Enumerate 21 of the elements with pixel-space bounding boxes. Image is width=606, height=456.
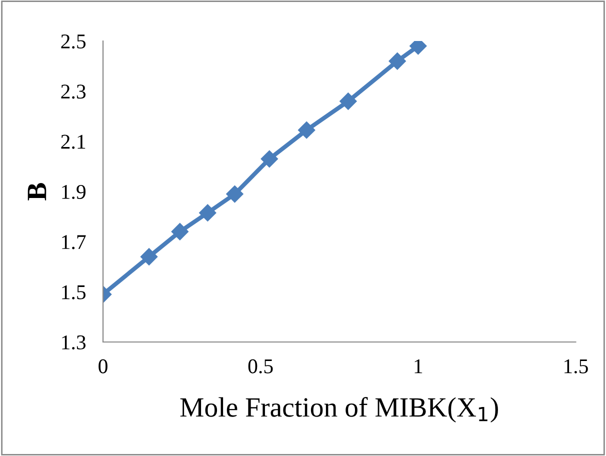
x-axis-title: Mole Fraction of MIBK(X$_{1}$)	[180, 397, 498, 422]
x-tick-label: 0	[98, 359, 108, 374]
x-tick-label: 0.5	[248, 359, 273, 374]
point	[199, 204, 216, 222]
point	[260, 150, 278, 168]
y-tick-label: 1.9	[62, 184, 86, 200]
y-tick-label: 2.5	[61, 34, 86, 49]
point	[226, 185, 244, 203]
point	[388, 52, 406, 70]
y-axis-title: B	[28, 183, 46, 200]
y-tick-label: 2.3	[61, 84, 86, 99]
y-tick-label: 1.3	[62, 335, 86, 350]
point	[140, 248, 158, 266]
point	[171, 223, 188, 240]
x-tick-label: 1	[414, 359, 422, 374]
y-tick-label: 1.5	[62, 285, 86, 300]
point	[298, 122, 316, 139]
x-tick-label: 1.5	[564, 359, 588, 374]
y-tick-label: 2.1	[61, 134, 86, 149]
point	[340, 92, 357, 110]
y-tick-label: 1.7	[62, 235, 86, 250]
